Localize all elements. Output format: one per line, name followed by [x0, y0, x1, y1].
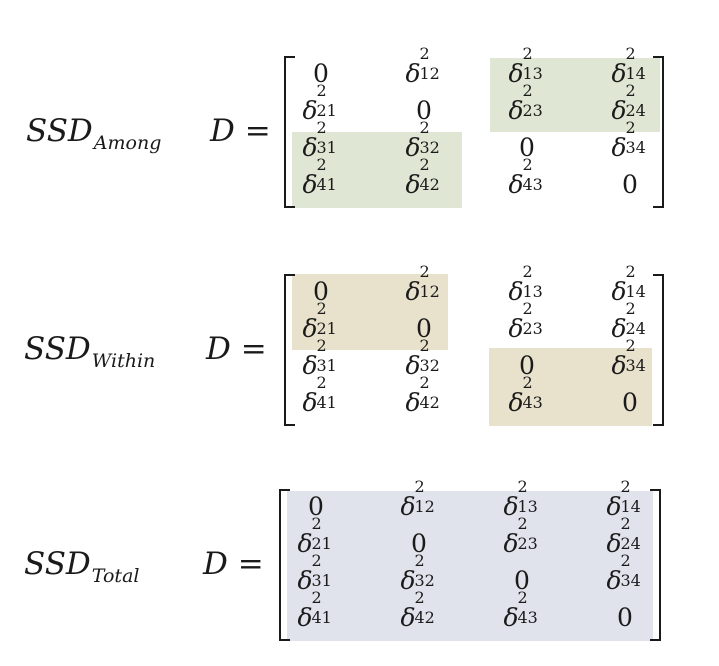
matrix-cell: δ 2 23: [503, 514, 538, 559]
matrix-cell: δ 2 14: [611, 262, 646, 307]
matrix-cell: δ 2 12: [400, 477, 435, 522]
matrix-cell: δ 2 32: [405, 336, 440, 381]
among-highlight-upper-right: [490, 58, 660, 132]
matrix-cell: δ 2 34: [606, 551, 641, 596]
left-bracket: [284, 274, 295, 426]
total-highlight-full: [287, 491, 653, 641]
within-highlight-lower-right: [489, 348, 652, 426]
matrix-cell: δ 2 34: [611, 118, 646, 163]
matrix-cell: δ 2 12: [405, 44, 440, 89]
matrix-cell: δ 2 34: [611, 336, 646, 381]
matrix-cell: δ 2 24: [606, 514, 641, 559]
right-bracket: [653, 274, 664, 426]
matrix-cell: 0: [313, 277, 329, 306]
matrix-cell: δ 2 41: [297, 588, 332, 633]
distance-matrix: 0 δ 2 12 δ 2 13 δ 2 14 δ 2 21 0 δ 2 23 δ 2 24 δ 2 31 δ 2 32 0 δ 2 34 δ…: [279, 477, 661, 643]
matrix-cell: 0: [617, 603, 633, 632]
matrix-cell: δ 2 23: [508, 299, 543, 344]
matrix-cell: δ 2 24: [611, 81, 646, 126]
matrix-cell: δ 2 24: [611, 299, 646, 344]
matrix-cell: δ 2 41: [302, 155, 337, 200]
ssd-within-equation: SSDWithin D = 0 δ 2 12 δ 2 13 δ 2 14 δ 2 21 0 δ 2 23 δ 2 24…: [0, 262, 719, 428]
matrix-cell: 0: [514, 566, 530, 595]
distance-matrix: 0 δ 2 12 δ 2 13 δ 2 14 δ 2 21 0 δ 2 23 δ 2 24 δ 2 31 δ 2 32 0 δ 2 34 δ…: [284, 44, 664, 210]
matrix-cell: δ 2 21: [297, 514, 332, 559]
matrix-cell: δ 2 43: [508, 373, 543, 418]
matrix-cell: δ 2 43: [508, 155, 543, 200]
matrix-definition: D =: [206, 331, 267, 367]
matrix-cell: 0: [519, 133, 535, 162]
distance-matrix: 0 δ 2 12 δ 2 13 δ 2 14 δ 2 21 0 δ 2 23 δ 2 24 δ 2 31 δ 2 32 0 δ 2 34 δ…: [284, 262, 664, 428]
matrix-cell: δ 2 14: [611, 44, 646, 89]
ssd-within-label: SSDWithin: [24, 331, 156, 372]
matrix-definition: D =: [210, 113, 271, 149]
matrix-cell: δ 2 12: [405, 262, 440, 307]
ssd-among-label: SSDAmong: [26, 113, 162, 154]
matrix-definition: D =: [203, 546, 264, 582]
matrix-cell: δ 2 13: [503, 477, 538, 522]
matrix-cell: δ 2 42: [405, 155, 440, 200]
matrix-cell: δ 2 32: [405, 118, 440, 163]
among-highlight-lower-left: [292, 132, 462, 208]
left-bracket: [284, 56, 295, 208]
matrix-cell: δ 2 21: [302, 81, 337, 126]
matrix-cell: 0: [411, 529, 427, 558]
ssd-total-label: SSDTotal: [24, 546, 140, 587]
matrix-cell: 0: [416, 314, 432, 343]
matrix-cell: δ 2 31: [302, 118, 337, 163]
matrix-cell: δ 2 32: [400, 551, 435, 596]
ssd-total-equation: SSDTotal D = 0 δ 2 12 δ 2 13 δ 2 14 δ 2 21 0 δ 2 23 δ 2 24 δ…: [0, 477, 719, 645]
matrix-cell: δ 2 42: [405, 373, 440, 418]
matrix-cell: δ 2 31: [302, 336, 337, 381]
matrix-cell: 0: [622, 170, 638, 199]
matrix-cell: 0: [313, 59, 329, 88]
matrix-cell: δ 2 43: [503, 588, 538, 633]
right-bracket: [650, 489, 661, 641]
matrix-cell: δ 2 13: [508, 44, 543, 89]
matrix-cell: 0: [519, 351, 535, 380]
right-bracket: [653, 56, 664, 208]
matrix-cell: δ 2 13: [508, 262, 543, 307]
matrix-cell: δ 2 14: [606, 477, 641, 522]
matrix-cell: 0: [416, 96, 432, 125]
matrix-cell: δ 2 31: [297, 551, 332, 596]
within-highlight-upper-left: [292, 274, 448, 350]
matrix-cell: δ 2 21: [302, 299, 337, 344]
matrix-cell: δ 2 23: [508, 81, 543, 126]
matrix-cell: δ 2 41: [302, 373, 337, 418]
matrix-cell: 0: [622, 388, 638, 417]
ssd-among-equation: SSDAmong D = 0 δ 2 12 δ 2 13 δ 2 14 δ 2 21 0 δ 2 23 δ 2 24 δ…: [0, 44, 719, 212]
matrix-cell: 0: [308, 492, 324, 521]
left-bracket: [279, 489, 290, 641]
matrix-cell: δ 2 42: [400, 588, 435, 633]
